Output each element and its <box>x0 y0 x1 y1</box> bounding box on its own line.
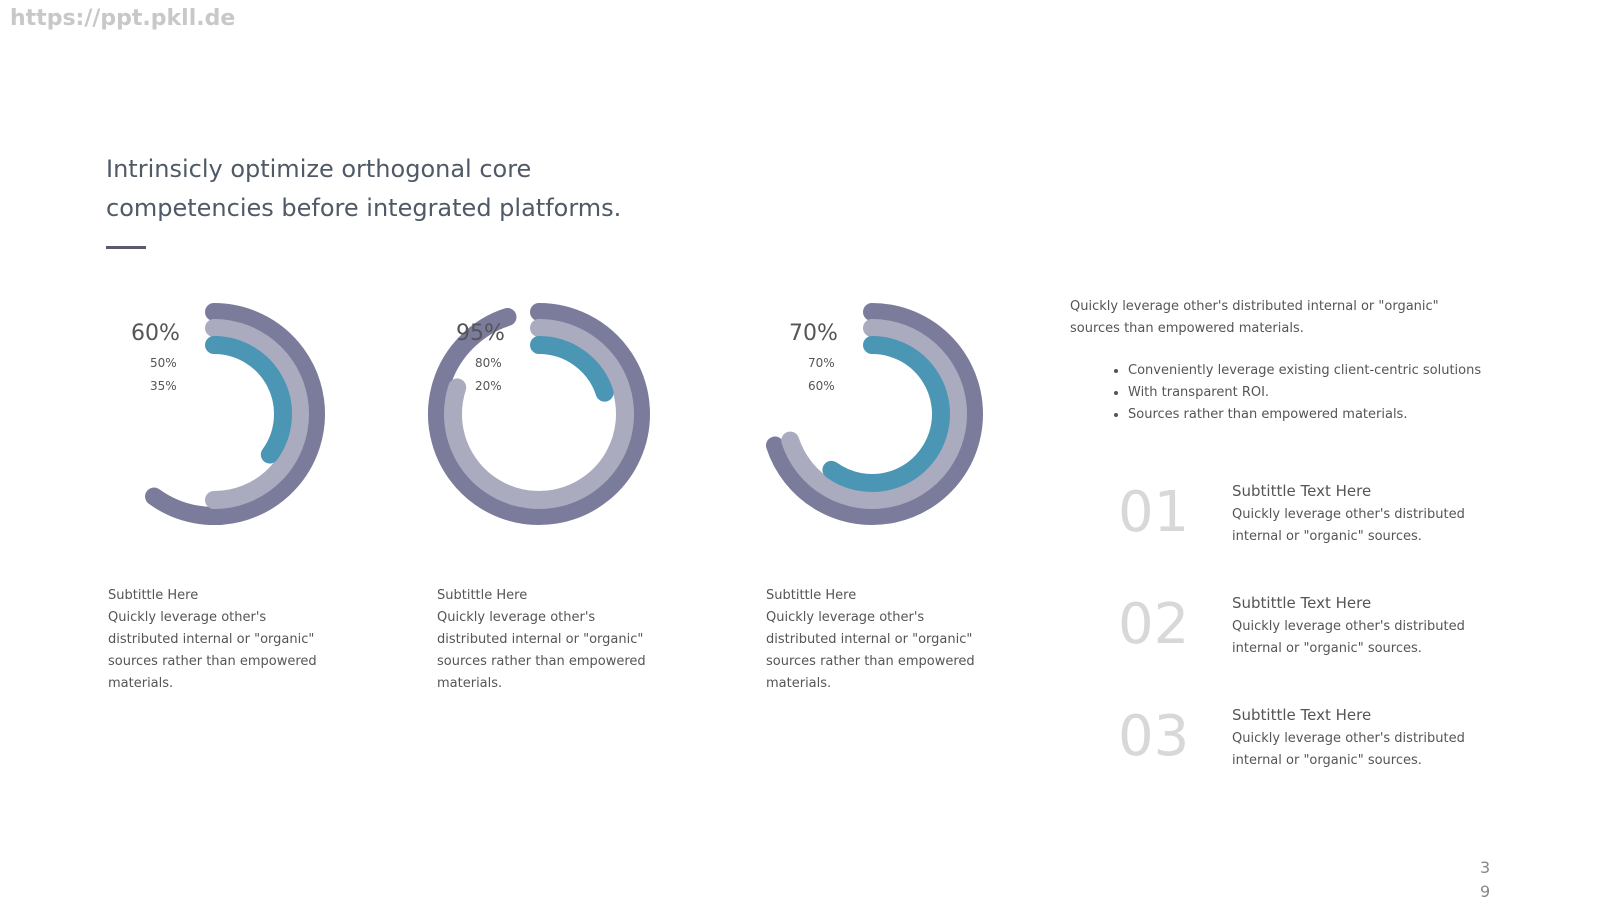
ring-arc <box>205 336 292 464</box>
title: Intrinsicly optimize orthogonal core com… <box>106 150 621 228</box>
item-subtitle: Subtittle Text Here <box>1232 706 1372 724</box>
item-number: 01 <box>1118 480 1190 545</box>
ring-arc <box>765 303 983 525</box>
title-line: competencies before integrated platforms… <box>106 194 622 222</box>
value-label: 50% <box>150 356 177 370</box>
value-label: 60% <box>808 379 835 393</box>
chart-text: Quickly leverage other's distributed int… <box>766 610 975 691</box>
ring-arc <box>781 319 967 509</box>
bullet: With transparent ROI. <box>1128 382 1508 404</box>
item-text: Quickly leverage other's distributed int… <box>1232 507 1465 544</box>
ring-arc <box>444 319 634 509</box>
value-label: 70% <box>789 321 838 346</box>
title-underline <box>106 246 146 249</box>
item-number: 02 <box>1118 592 1190 657</box>
bullet: Conveniently leverage existing client-ce… <box>1128 360 1508 382</box>
bullet: Sources rather than empowered materials. <box>1128 404 1508 426</box>
value-label: 70% <box>808 356 835 370</box>
chart-text: Quickly leverage other's distributed int… <box>108 610 317 691</box>
page-number: 39 <box>1480 858 1491 900</box>
item-text: Quickly leverage other's distributed int… <box>1232 731 1465 768</box>
intro-text: Quickly leverage other's distributed int… <box>1070 299 1439 336</box>
ring-arc <box>428 303 650 525</box>
ring-arc <box>205 319 309 509</box>
value-label: 80% <box>475 356 502 370</box>
item-number: 03 <box>1118 704 1190 769</box>
chart-subtitle: Subtittle Here <box>766 588 857 603</box>
item-subtitle: Subtittle Text Here <box>1232 482 1372 500</box>
value-label: 35% <box>150 379 177 393</box>
item-text: Quickly leverage other's distributed int… <box>1232 619 1465 656</box>
ring-arc <box>530 336 614 402</box>
chart-subtitle: Subtittle Here <box>108 588 199 603</box>
watermark: https://ppt.pkll.de <box>10 6 236 31</box>
value-label: 20% <box>475 379 502 393</box>
ring-arc <box>145 303 325 525</box>
chart-text: Quickly leverage other's distributed int… <box>437 610 646 691</box>
chart-subtitle: Subtittle Here <box>437 588 528 603</box>
value-label: 95% <box>456 321 505 346</box>
value-label: 60% <box>131 321 180 346</box>
title-line: Intrinsicly optimize orthogonal core <box>106 155 532 183</box>
ring-arc <box>822 336 950 492</box>
item-subtitle: Subtittle Text Here <box>1232 594 1372 612</box>
bullet-list: Conveniently leverage existing client-ce… <box>1108 360 1508 426</box>
